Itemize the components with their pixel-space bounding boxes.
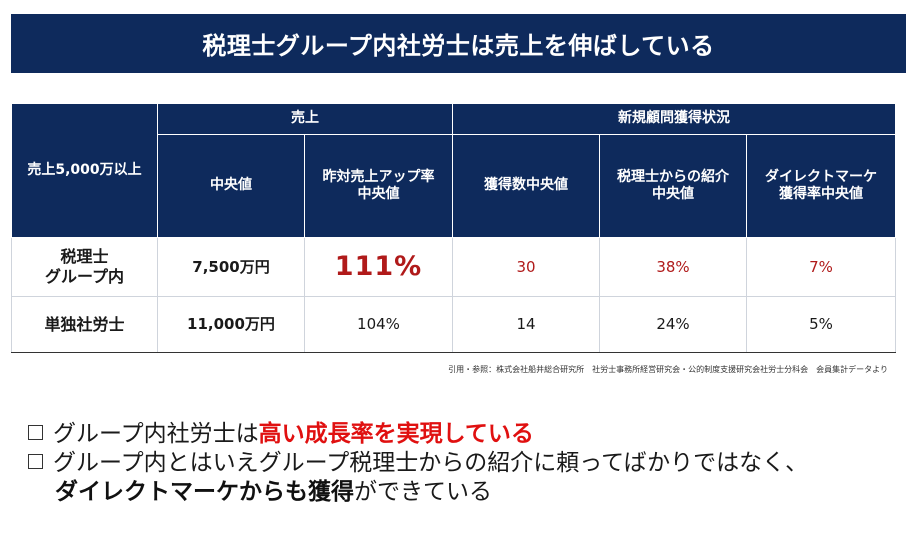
cell-yoy: 104%	[304, 296, 453, 353]
row-label: 税理士 グループ内	[11, 237, 158, 297]
bullet-item: グループ内社労士は高い成長率を実現している	[28, 420, 808, 449]
row-label: 単独社労士	[11, 296, 158, 353]
page-title: 税理士グループ内社労士は売上を伸ばしている	[11, 14, 906, 73]
cell-referral: 38%	[599, 237, 747, 297]
col-header-direct: ダイレクトマーケ 獲得率中央値	[745, 134, 897, 238]
table-row: 税理士 グループ内 7,500万円 111% 30 38% 7%	[11, 237, 897, 297]
corner-header: 売上5,000万以上	[11, 103, 158, 238]
cell-referral: 24%	[599, 296, 747, 353]
cell-direct: 5%	[745, 296, 897, 353]
cell-acquisition: 30	[452, 237, 600, 297]
cell-acquisition: 14	[452, 296, 600, 353]
col-header-yoy: 昨対売上アップ率 中央値	[304, 134, 453, 238]
bullet-item-continuation: ダイレクトマーケからも獲得ができている	[55, 479, 492, 506]
checkbox-square-icon	[28, 454, 43, 470]
bullet-list: グループ内社労士は高い成長率を実現している グループ内とはいえグループ税理士から…	[28, 420, 808, 508]
group-header-new-clients: 新規顧問獲得状況	[451, 103, 897, 135]
group-header-sales: 売上	[157, 103, 453, 135]
comparison-table: 売上5,000万以上 売上 新規顧問獲得状況 中央値 昨対売上アップ率 中央値 獲…	[11, 103, 897, 353]
checkbox-square-icon	[28, 425, 43, 440]
col-header-referral: 税理士からの紹介 中央値	[599, 134, 747, 238]
bullet-item: グループ内とはいえグループ税理士からの紹介に頼ってばかりではなく、	[28, 449, 808, 478]
cell-direct: 7%	[745, 237, 897, 297]
source-note: 引用・参照：株式会社船井総合研究所 社労士事務所経営研究会・公的制度支援研究会社…	[448, 365, 888, 374]
cell-yoy: 111%	[304, 237, 453, 297]
col-header-median: 中央値	[157, 134, 305, 238]
highlight-text: ダイレクトマーケからも獲得	[55, 479, 354, 506]
table-row: 単独社労士 11,000万円 104% 14 24% 5%	[11, 296, 897, 353]
highlight-text: 高い成長率を実現している	[258, 421, 534, 447]
cell-median: 7,500万円	[157, 237, 305, 297]
col-header-acquisition: 獲得数中央値	[452, 134, 600, 238]
cell-median: 11,000万円	[157, 296, 305, 353]
